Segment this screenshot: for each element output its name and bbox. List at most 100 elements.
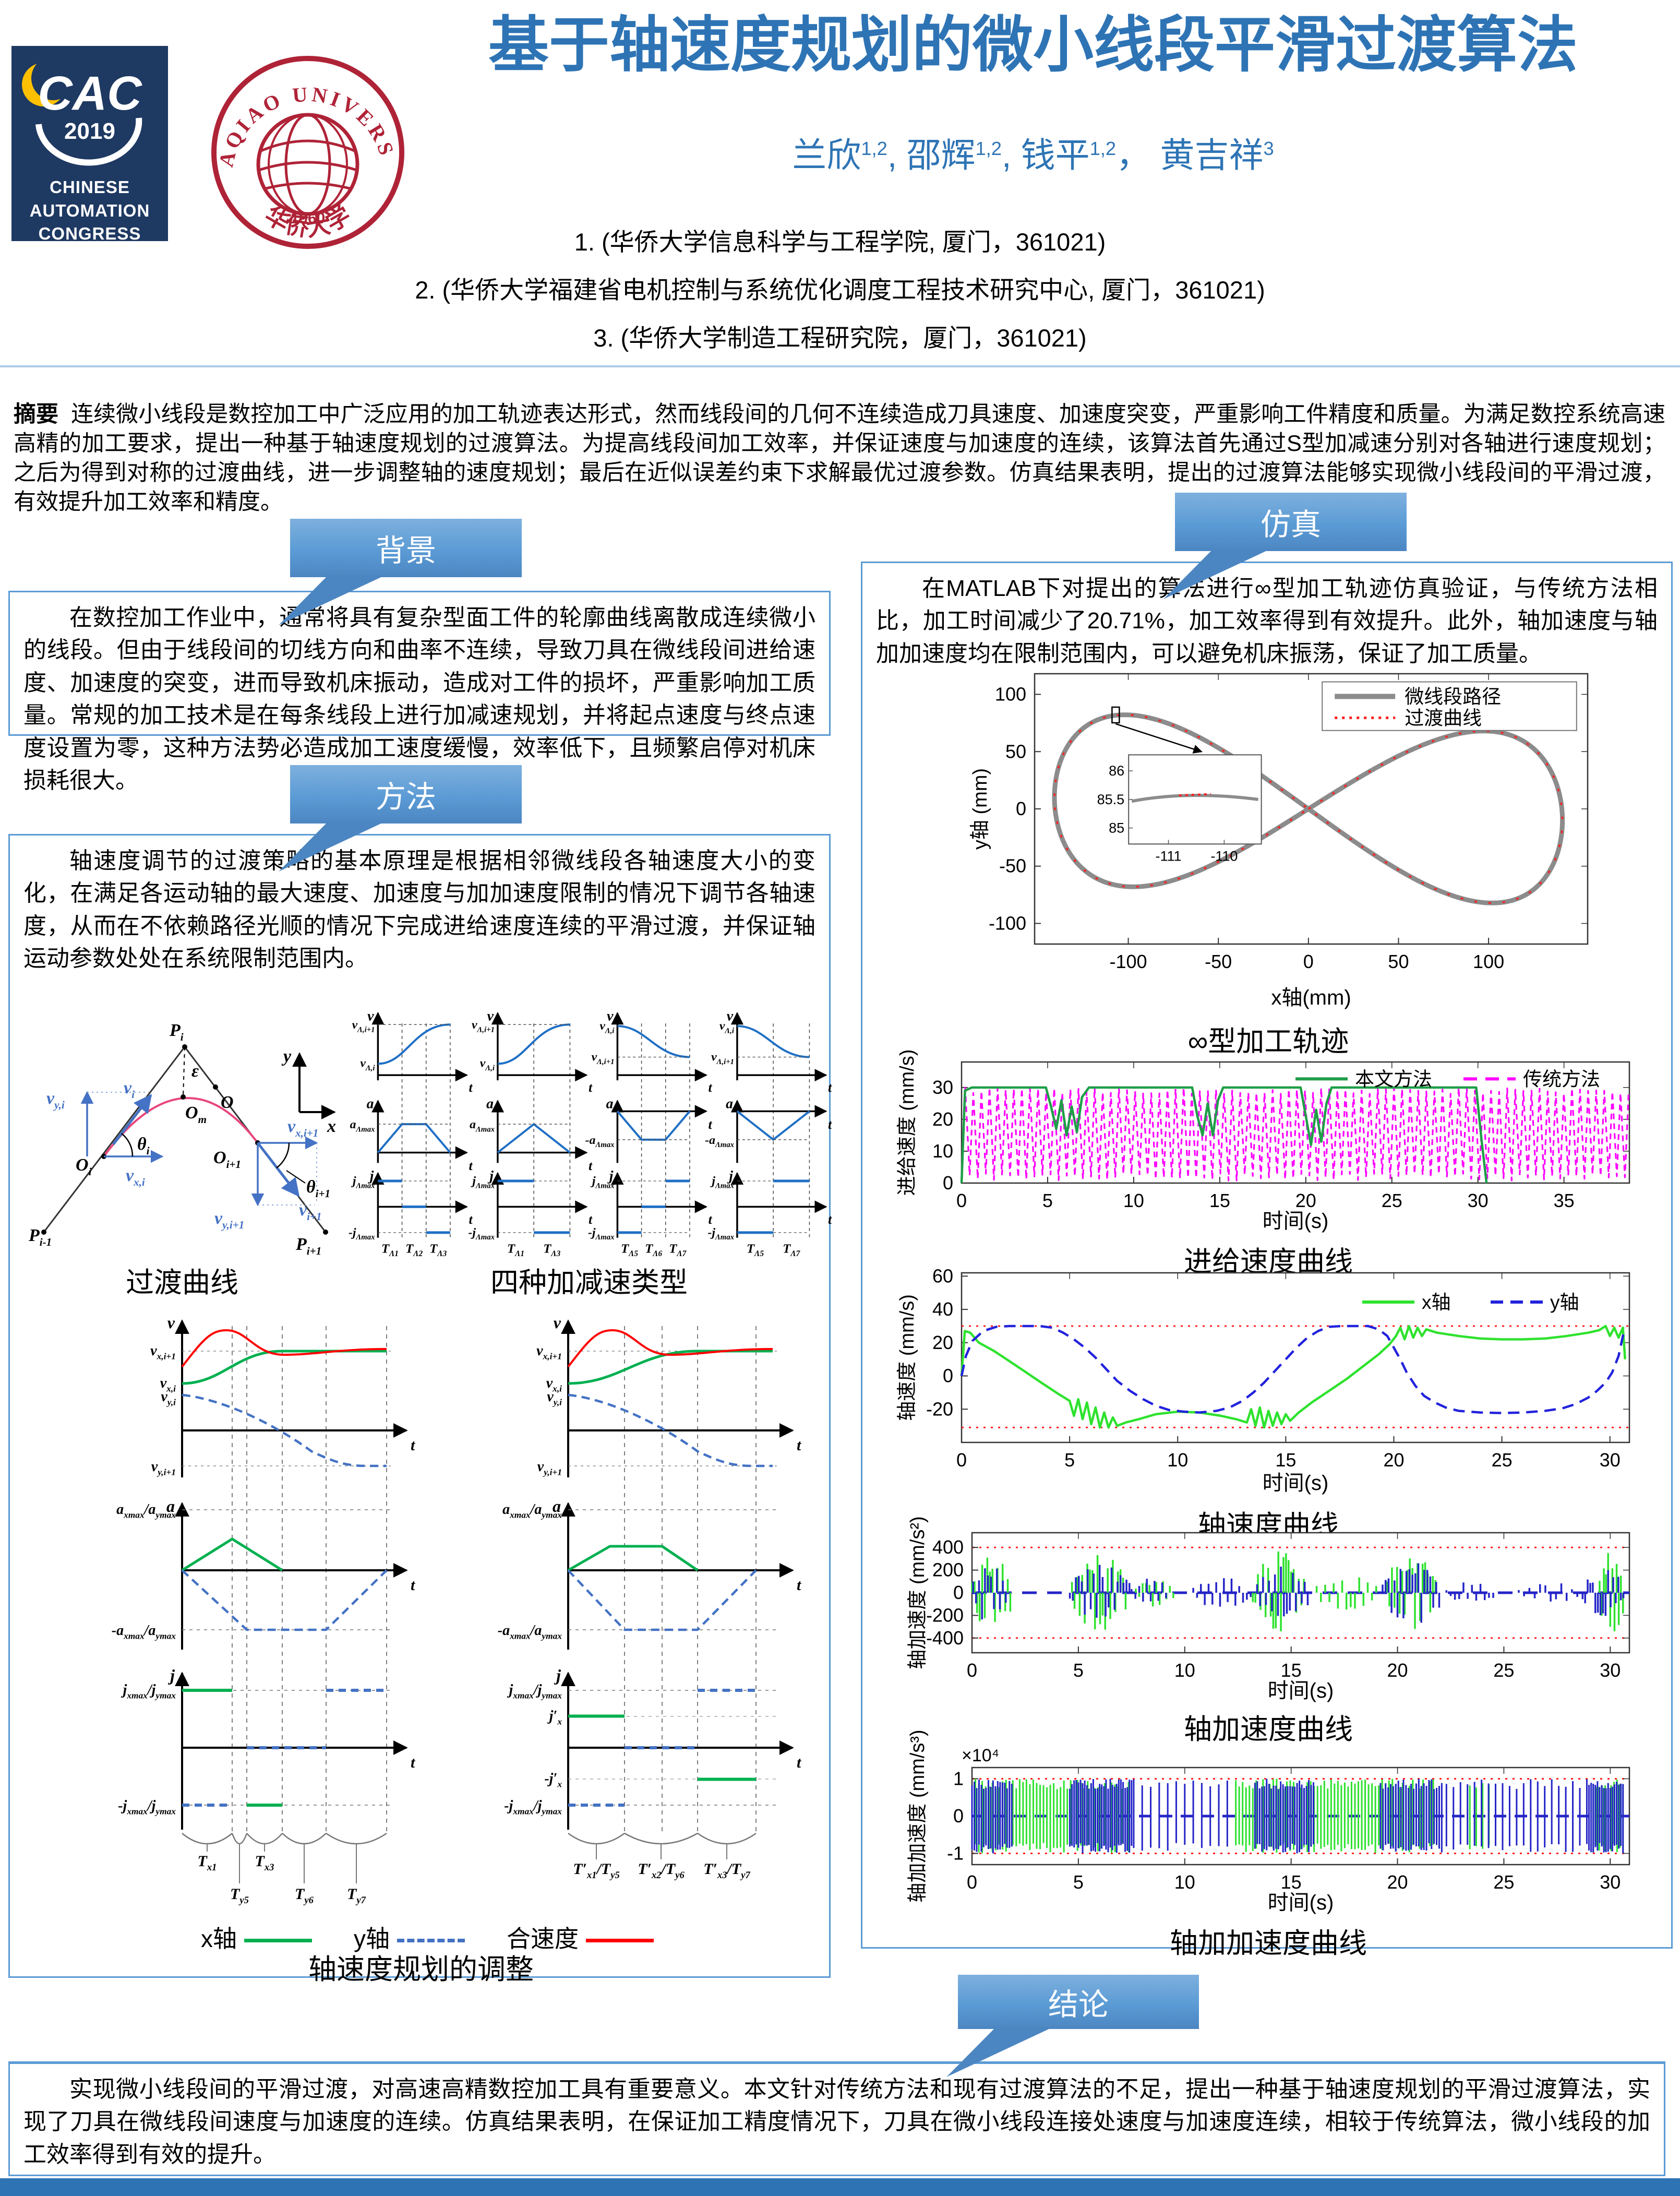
svg-text:轴加速度 (mm/s²): 轴加速度 (mm/s²) [907, 1516, 929, 1669]
caption-axis-jerk: 轴加加速度曲线 [1170, 1928, 1367, 1959]
svg-text:30: 30 [1600, 1660, 1621, 1681]
svg-text:vy,i+1: vy,i+1 [214, 1209, 244, 1231]
legend-item: 合速度 [507, 1920, 654, 1954]
figure-legend: x轴 y轴 合速度 [166, 1920, 688, 1954]
svg-text:vΛ,i: vΛ,i [719, 1019, 735, 1035]
svg-text:TΛ5: TΛ5 [621, 1242, 638, 1258]
svg-text:100: 100 [995, 684, 1026, 705]
svg-text:TΛ3: TΛ3 [429, 1242, 447, 1258]
svg-text:vy,i: vy,i [547, 1389, 562, 1407]
svg-text:40: 40 [932, 1298, 953, 1320]
svg-text:y: y [281, 1047, 292, 1066]
affiliations: 1. (华侨大学信息科学与工程学院, 厦门，361021) 2. (华侨大学福建… [0, 218, 1680, 362]
svg-text:a: a [726, 1095, 733, 1111]
svg-text:jΛmax: jΛmax [351, 1174, 375, 1190]
svg-text:t: t [589, 1212, 593, 1227]
svg-text:t: t [828, 1117, 832, 1132]
svg-text:jxmax/jymax: jxmax/jymax [121, 1682, 176, 1701]
svg-text:20: 20 [1295, 1190, 1316, 1211]
svg-text:60: 60 [932, 1265, 953, 1286]
cac-logo-line: CHINESE [50, 177, 130, 197]
svg-text:-50: -50 [999, 855, 1026, 877]
svg-text:a: a [486, 1095, 494, 1111]
svg-text:CAC: CAC [38, 67, 142, 120]
legend-item: x轴 [201, 1920, 312, 1954]
banner-tail [279, 821, 386, 872]
svg-text:x轴: x轴 [1422, 1292, 1451, 1313]
svg-text:-111: -111 [1155, 848, 1181, 864]
svg-text:t: t [709, 1080, 713, 1095]
svg-text:25: 25 [1493, 1871, 1514, 1893]
svg-text:vΛ,i: vΛ,i [599, 1019, 615, 1035]
svg-text:-50: -50 [1205, 951, 1232, 972]
svg-text:-jxmax/jymax: -jxmax/jymax [118, 1798, 176, 1817]
svg-text:-aΛmax: -aΛmax [705, 1133, 734, 1149]
svg-text:vx,i+1: vx,i+1 [150, 1343, 176, 1362]
footer-bar [0, 2178, 1680, 2196]
svg-text:j′x: j′x [547, 1708, 562, 1727]
svg-text:20: 20 [1387, 1871, 1408, 1893]
figure-transition-curve: Pi-1 Oi Pi Oi+1 Pi+1 Om Oε vi vy,i vx,i θi vx,i+1 vy… [28, 1021, 336, 1257]
svg-text:2019: 2019 [64, 118, 115, 144]
svg-text:25: 25 [1382, 1190, 1402, 1211]
cac-logo-text: CHINESE AUTOMATION CONGRESS [11, 176, 168, 246]
chart-feedrate: 0 5 10 15 20 25 30 35 0 10 20 30 本文方法 传统方法 进给速度 (mm/s)… [896, 1049, 1630, 1233]
svg-text:0: 0 [967, 1871, 977, 1893]
svg-text:0: 0 [943, 1172, 953, 1194]
svg-text:0: 0 [967, 1660, 977, 1681]
header-divider [0, 365, 1680, 367]
svg-text:v: v [727, 1007, 734, 1023]
svg-text:25: 25 [1493, 1660, 1514, 1681]
caption-axis-planning: 轴速度规划的调整 [308, 1954, 534, 1985]
svg-text:O: O [221, 1093, 234, 1112]
svg-text:-400: -400 [926, 1627, 964, 1649]
svg-text:jΛmax: jΛmax [710, 1174, 734, 1190]
svg-text:1: 1 [953, 1768, 964, 1789]
svg-text:v: v [167, 1313, 175, 1332]
svg-text:-200: -200 [926, 1604, 964, 1626]
method-box: 轴速度调节的过渡策略的基本原理是根据相邻微线段各轴速度大小的变化，在满足各运动轴… [8, 834, 832, 1985]
svg-text:-axmax/aymax: -axmax/aymax [112, 1622, 176, 1641]
affiliation-3: 3. (华侨大学制造工程研究院，厦门，361021) [593, 324, 1087, 352]
cac-2019-logo: CAC 2019 CHINESE AUTOMATION CONGRESS [11, 46, 168, 243]
svg-text:vx,i: vx,i [546, 1375, 562, 1394]
svg-text:1960: 1960 [291, 210, 326, 227]
caption-trajectory: ∞型加工轨迹 [1187, 1026, 1349, 1057]
svg-text:t: t [797, 1754, 802, 1771]
svg-text:-100: -100 [989, 912, 1026, 934]
svg-text:t: t [709, 1117, 713, 1132]
svg-text:vi+1: vi+1 [299, 1200, 322, 1223]
conclusion-text: 实现微小线段间的平滑过渡，对高速高精数控加工具有重要意义。本文针对传统方法和现有… [23, 2076, 1650, 2167]
svg-text:Ty5: Ty5 [230, 1885, 249, 1906]
svg-text:t: t [797, 1437, 802, 1454]
banner-tail [946, 2027, 1053, 2077]
svg-text:10: 10 [1123, 1190, 1144, 1211]
svg-text:35: 35 [1554, 1190, 1575, 1211]
svg-text:v: v [554, 1313, 561, 1332]
svg-text:时间(s): 时间(s) [1263, 1472, 1329, 1495]
svg-text:t: t [828, 1080, 832, 1095]
svg-text:15: 15 [1209, 1190, 1230, 1211]
svg-text:5: 5 [1073, 1871, 1084, 1893]
caption-transition-curve: 过渡曲线 [126, 1267, 238, 1298]
svg-text:30: 30 [1468, 1190, 1489, 1211]
svg-text:TΛ3: TΛ3 [543, 1242, 560, 1258]
svg-text:vy,i+1: vy,i+1 [537, 1459, 562, 1477]
svg-text:30: 30 [1600, 1449, 1621, 1471]
author: 黄吉祥3 [1160, 136, 1274, 174]
svg-text:Oi: Oi [76, 1155, 92, 1178]
svg-text:vΛ,i+1: vΛ,i+1 [352, 1018, 375, 1034]
svg-text:vy,i: vy,i [46, 1089, 65, 1111]
svg-text:t: t [709, 1212, 713, 1227]
svg-text:Ty7: Ty7 [347, 1885, 366, 1906]
svg-text:0: 0 [953, 1805, 964, 1827]
abstract-paragraph: 摘要 连续微小线段是数控加工中广泛应用的加工轨迹表达形式，然而线段间的几何不连续… [14, 400, 1665, 517]
svg-text:-jΛmax: -jΛmax [707, 1226, 734, 1242]
figure-axis-velocity-planning: vtvx,i+1vx,ivy,ivy,i+1ataxmax/aymax-axma… [112, 1313, 802, 1906]
svg-text:a: a [367, 1095, 374, 1111]
svg-text:v: v [607, 1007, 614, 1023]
svg-text:j: j [554, 1666, 561, 1685]
